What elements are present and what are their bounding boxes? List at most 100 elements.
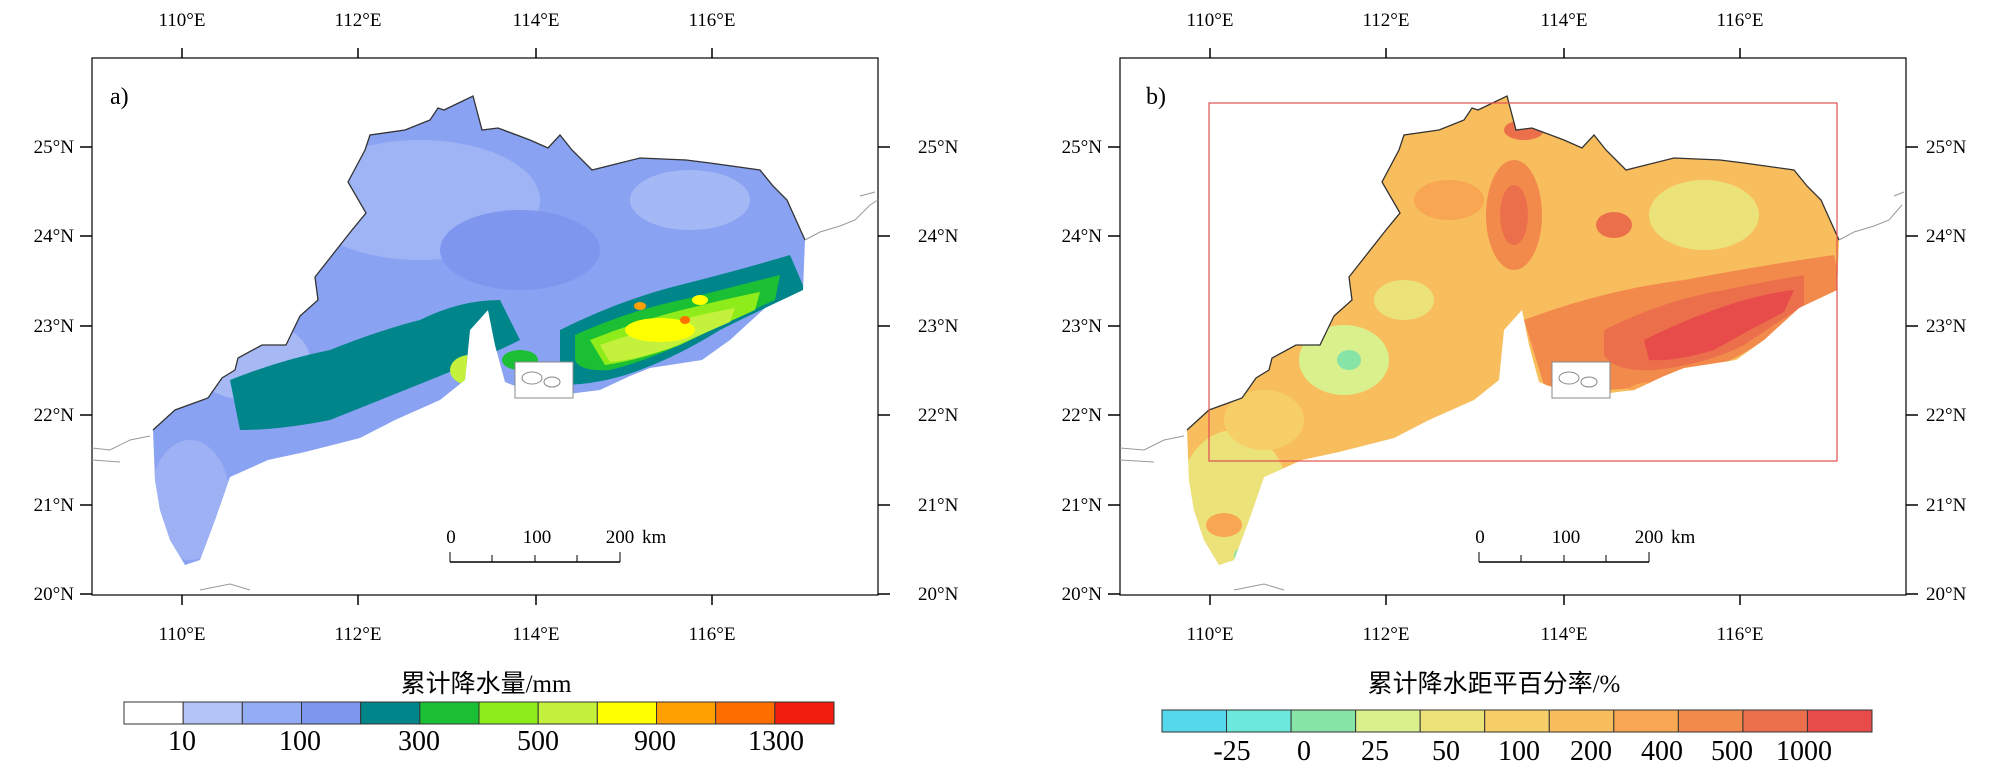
lon-label-bottom: 114°E: [1541, 624, 1588, 645]
colorbar-label: 300: [398, 726, 440, 757]
colorbar-labels-a: 10 100 300 500 900 1300: [168, 726, 804, 757]
study-area-box: [1208, 102, 1838, 462]
colorbar-swatch: [1290, 709, 1357, 733]
coastline-east: [804, 191, 879, 241]
colorbar-labels-b: -25 0 25 50 100 200 400 500 1000: [1213, 736, 1832, 767]
lat-label-right: 20°N: [918, 584, 959, 605]
colorbar-swatch: [715, 701, 776, 725]
lat-label-right: 25°N: [918, 137, 959, 158]
lat-label-left: 23°N: [34, 316, 75, 337]
colorbar-swatch: [419, 701, 480, 725]
colorbar-label: 10: [168, 726, 196, 757]
lon-label-top: 112°E: [335, 10, 382, 31]
colorbar-label: 500: [1711, 736, 1753, 767]
islands-b: [1551, 361, 1611, 399]
colorbar-label: 1000: [1776, 736, 1832, 767]
colorbar-label: 200: [1570, 736, 1612, 767]
lat-label-left: 24°N: [1062, 226, 1103, 247]
colorbar-title-b: 累计降水距平百分率/%: [1368, 670, 1621, 698]
colorbar-label: 900: [634, 726, 676, 757]
lat-label-right: 21°N: [918, 495, 959, 516]
lat-label-right: 23°N: [1926, 316, 1967, 337]
colorbar-swatch: [182, 701, 243, 725]
colorbar-swatch: [537, 701, 598, 725]
scale-unit: km: [642, 527, 667, 548]
lon-label-top: 114°E: [513, 10, 560, 31]
lat-label-left: 24°N: [34, 226, 75, 247]
colorbar-label: 25: [1361, 736, 1389, 767]
colorbar-label: 100: [279, 726, 321, 757]
colorbar-label: 100: [1498, 736, 1540, 767]
colorbar-swatch: [1548, 709, 1615, 733]
scale-label: 100: [523, 527, 552, 548]
lat-label-right: 24°N: [918, 226, 959, 247]
colorbar-title-a: 累计降水量/mm: [401, 670, 572, 698]
colorbar-label: 50: [1432, 736, 1460, 767]
lon-label-top: 110°E: [1187, 10, 1234, 31]
lon-label-bottom: 110°E: [1187, 624, 1234, 645]
panel-a: 110°E 112°E 114°E 116°E 110°E 112°E 114°…: [34, 10, 959, 757]
lon-label-top: 112°E: [1363, 10, 1410, 31]
lat-label-right: 22°N: [1926, 405, 1967, 426]
lat-label-right: 22°N: [918, 405, 959, 426]
ticks-b: [1108, 48, 1918, 605]
coastline-east: [1838, 191, 1905, 241]
ticks-a: [80, 48, 890, 605]
scale-label: 100: [1552, 527, 1581, 548]
lat-label-left: 25°N: [1062, 137, 1103, 158]
colorbar-swatch: [1484, 709, 1550, 733]
colorbar-swatch: [123, 701, 184, 725]
lat-label-right: 25°N: [1926, 137, 1967, 158]
lat-label-right: 21°N: [1926, 495, 1967, 516]
colorbar-label: 400: [1641, 736, 1683, 767]
lat-label-left: 22°N: [1062, 405, 1103, 426]
scale-bar-a: 0 100 200 km: [446, 527, 667, 563]
colorbar-swatch: [656, 701, 717, 725]
lon-label-top: 116°E: [1717, 10, 1764, 31]
lon-label-top: 116°E: [689, 10, 736, 31]
lon-label-bottom: 110°E: [159, 624, 206, 645]
colorbar-label: 1300: [748, 726, 804, 757]
islands-a: [514, 361, 574, 399]
colorbar-swatch: [301, 701, 362, 725]
lon-label-bottom: 116°E: [1717, 624, 1764, 645]
scale-label: 0: [446, 527, 456, 548]
lat-label-right: 24°N: [1926, 226, 1967, 247]
colorbar-swatch: [1419, 709, 1486, 733]
colorbar-swatch: [774, 701, 835, 725]
colorbar-swatch: [1806, 709, 1873, 733]
colorbar-label: 0: [1297, 736, 1311, 767]
colorbar-swatch: [1226, 709, 1292, 733]
colorbar-swatch: [596, 701, 657, 725]
lat-label-right: 23°N: [918, 316, 959, 337]
panel-label-b: b): [1146, 84, 1166, 110]
lat-label-left: 21°N: [1062, 495, 1103, 516]
colorbar-b: [1161, 709, 1873, 733]
lat-label-left: 25°N: [34, 137, 75, 158]
lon-label-bottom: 116°E: [689, 624, 736, 645]
lat-label-left: 20°N: [34, 584, 75, 605]
coastline-south: [1233, 583, 1285, 591]
lon-label-bottom: 112°E: [1363, 624, 1410, 645]
panel-label-a: a): [110, 84, 129, 110]
lat-label-left: 20°N: [1062, 584, 1103, 605]
colorbar-swatch: [360, 701, 421, 725]
colorbar-swatch: [1613, 709, 1679, 733]
scale-label: 200: [606, 527, 635, 548]
colorbar-label: -25: [1213, 736, 1250, 767]
lon-label-bottom: 114°E: [513, 624, 560, 645]
panel-b: 110°E 112°E 114°E 116°E 110°E 112°E 114°…: [1062, 10, 1967, 767]
scale-unit: km: [1671, 527, 1696, 548]
colorbar-swatch: [241, 701, 302, 725]
lon-label-bottom: 112°E: [335, 624, 382, 645]
coastline-west: [1119, 435, 1185, 463]
lat-label-left: 23°N: [1062, 316, 1103, 337]
scale-label: 200: [1635, 527, 1664, 548]
coastline-south: [199, 583, 251, 591]
lon-label-top: 110°E: [159, 10, 206, 31]
scale-bar-b: 0 100 200 km: [1475, 527, 1696, 563]
colorbar-a: [123, 701, 835, 725]
colorbar-swatch: [478, 701, 539, 725]
lat-label-left: 21°N: [34, 495, 75, 516]
lon-label-top: 114°E: [1541, 10, 1588, 31]
